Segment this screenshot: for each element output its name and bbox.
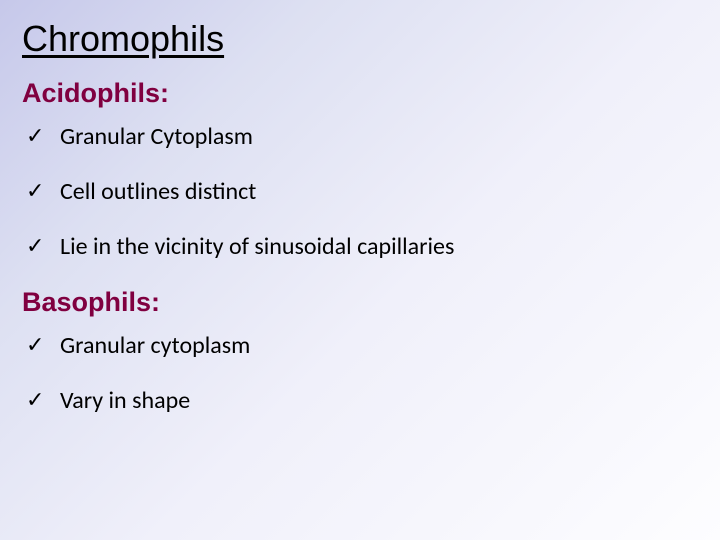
slide-title: Chromophils [22,18,698,60]
list-item: Lie in the vicinity of sinusoidal capill… [26,233,698,262]
list-item: Granular cytoplasm [26,332,698,361]
list-item: Granular Cytoplasm [26,123,698,152]
slide-body: Chromophils Acidophils: Granular Cytopla… [0,0,720,540]
bullet-list-basophils: Granular cytoplasm Vary in shape [22,332,698,416]
section-heading-acidophils: Acidophils: [22,78,698,109]
list-item: Vary in shape [26,387,698,416]
section-heading-basophils: Basophils: [22,287,698,318]
bullet-list-acidophils: Granular Cytoplasm Cell outlines distinc… [22,123,698,261]
list-item: Cell outlines distinct [26,178,698,207]
